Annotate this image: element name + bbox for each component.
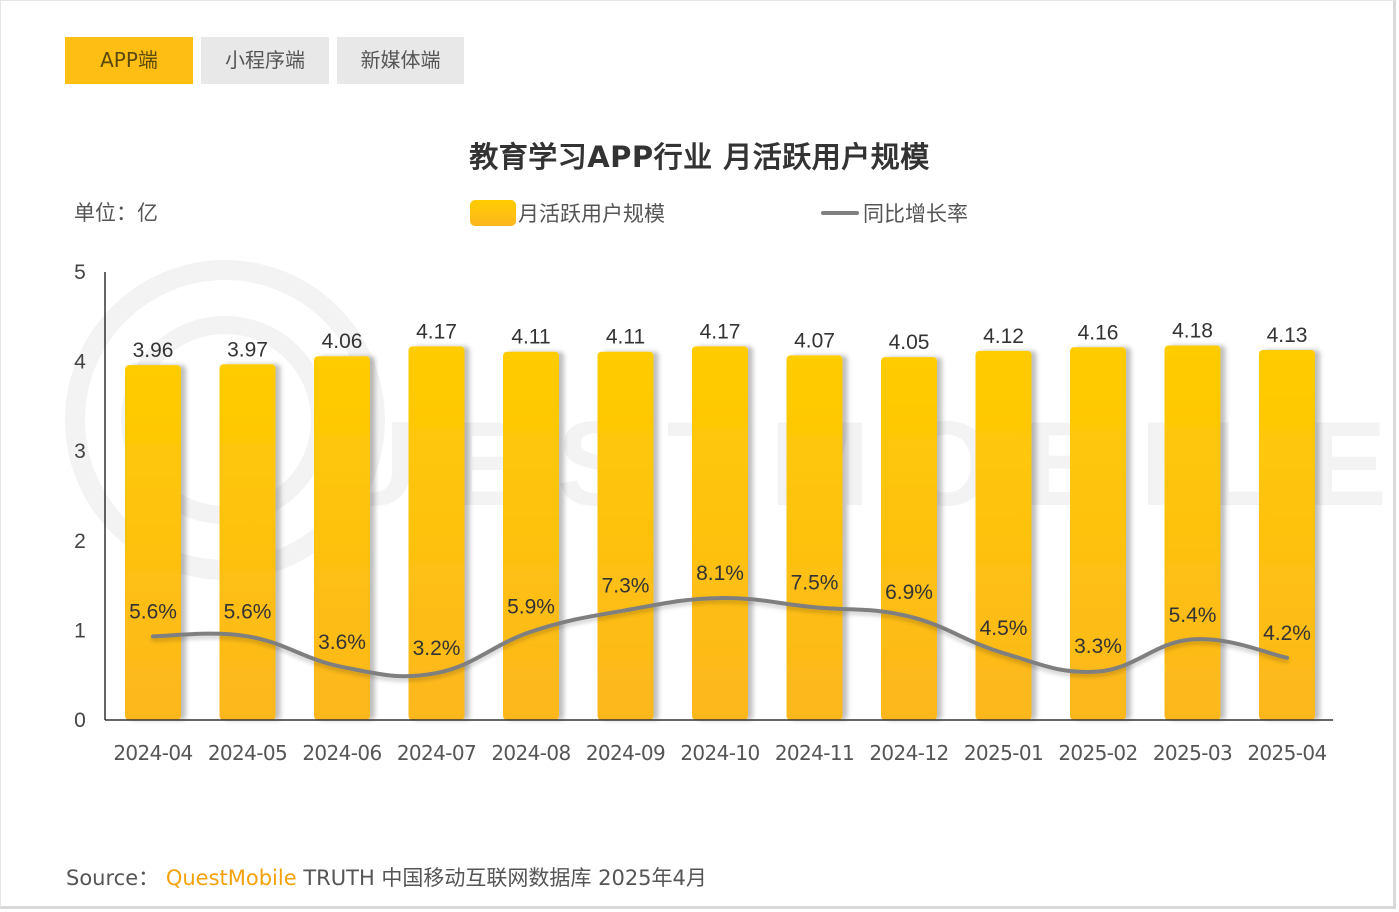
growth-value-label: 7.5% xyxy=(791,571,839,594)
growth-value-label: 3.6% xyxy=(318,631,366,654)
bar-value-label: 4.12 xyxy=(983,325,1024,348)
bar-2025-04 xyxy=(1259,349,1315,720)
source-rest: TRUTH 中国移动互联网数据库 2025年4月 xyxy=(303,866,707,890)
x-tick-label: 2024-04 xyxy=(113,741,192,765)
x-tick-label: 2025-04 xyxy=(1247,741,1326,765)
x-tick-label: 2024-08 xyxy=(491,741,570,765)
growth-value-label: 4.5% xyxy=(980,617,1028,640)
bar-value-label: 4.06 xyxy=(322,330,363,353)
bar-2024-12 xyxy=(881,357,937,720)
bar-value-label: 4.13 xyxy=(1267,324,1308,347)
x-tick-label: 2025-03 xyxy=(1153,741,1232,765)
x-tick-label: 2024-09 xyxy=(586,741,665,765)
growth-value-label: 5.6% xyxy=(129,600,177,623)
chart-title: 教育学习APP行业 月活跃用户规模 xyxy=(469,140,930,174)
bar-2024-04 xyxy=(125,365,181,720)
y-tick-label: 3 xyxy=(74,440,86,463)
x-tick-label: 2024-06 xyxy=(302,741,381,765)
y-tick-label: 4 xyxy=(74,351,86,374)
bar-2024-07 xyxy=(408,346,465,720)
legend-bar-label: 月活跃用户规模 xyxy=(518,202,665,226)
y-tick-label: 0 xyxy=(74,709,86,732)
legend: 月活跃用户规模 同比增长率 xyxy=(470,198,968,228)
bar-value-label: 3.97 xyxy=(227,338,268,361)
watermark-text: UESTMOBILE xyxy=(330,397,1399,531)
bar-value-label: 4.05 xyxy=(889,331,930,354)
bar-2024-09 xyxy=(597,351,654,720)
source-brand: QuestMobile xyxy=(165,866,297,890)
source-prefix: Source： xyxy=(66,866,160,890)
bar-2024-05 xyxy=(219,364,276,720)
legend-bar-swatch-icon xyxy=(470,200,516,226)
bar-2025-03 xyxy=(1164,345,1221,720)
bar-value-label: 3.96 xyxy=(133,339,174,362)
unit-label: 单位：亿 xyxy=(74,201,158,225)
growth-value-label: 3.3% xyxy=(1074,635,1122,658)
x-tick-label: 2025-02 xyxy=(1058,741,1137,765)
x-tick-label: 2024-12 xyxy=(869,741,948,765)
growth-value-label: 4.2% xyxy=(1263,622,1311,645)
growth-value-label: 5.4% xyxy=(1169,604,1217,627)
bar-2025-01 xyxy=(975,350,1032,720)
tab-mini-program[interactable]: 小程序端 xyxy=(201,37,329,84)
x-tick-label: 2024-05 xyxy=(208,741,287,765)
legend-line-swatch-icon xyxy=(821,211,859,215)
y-tick-label: 1 xyxy=(74,619,86,642)
bar-value-label: 4.11 xyxy=(606,326,645,349)
bar-value-label: 4.07 xyxy=(794,329,835,352)
bar-value-label: 4.11 xyxy=(511,326,550,349)
tab-bar: APP端 小程序端 新媒体端 xyxy=(65,37,464,84)
bar-2025-02 xyxy=(1070,347,1126,720)
growth-value-label: 6.9% xyxy=(885,581,933,604)
y-tick-label: 5 xyxy=(74,261,86,284)
bar-2024-06 xyxy=(314,356,370,720)
growth-value-label: 7.3% xyxy=(602,574,650,597)
bar-2024-11 xyxy=(786,355,843,720)
x-tick-label: 2024-07 xyxy=(397,741,476,765)
bar-2024-08 xyxy=(503,351,559,720)
legend-line-label: 同比增长率 xyxy=(863,202,968,226)
bar-value-label: 4.17 xyxy=(416,320,457,343)
tab-new-media[interactable]: 新媒体端 xyxy=(337,37,464,84)
growth-value-label: 8.1% xyxy=(696,562,744,585)
source-note: Source： QuestMobile TRUTH 中国移动互联网数据库 202… xyxy=(66,862,707,892)
growth-value-label: 5.9% xyxy=(507,596,555,619)
tab-app[interactable]: APP端 xyxy=(65,37,193,84)
y-tick-label: 2 xyxy=(74,530,86,553)
bar-value-label: 4.16 xyxy=(1078,321,1119,344)
bar-value-label: 4.17 xyxy=(700,320,741,343)
growth-value-label: 5.6% xyxy=(224,600,272,623)
bar-value-label: 4.18 xyxy=(1172,319,1213,342)
bar-2024-10 xyxy=(692,346,748,720)
x-tick-label: 2025-01 xyxy=(964,741,1043,765)
x-tick-label: 2024-10 xyxy=(680,741,759,765)
growth-value-label: 3.2% xyxy=(413,637,461,660)
x-tick-label: 2024-11 xyxy=(775,741,854,765)
